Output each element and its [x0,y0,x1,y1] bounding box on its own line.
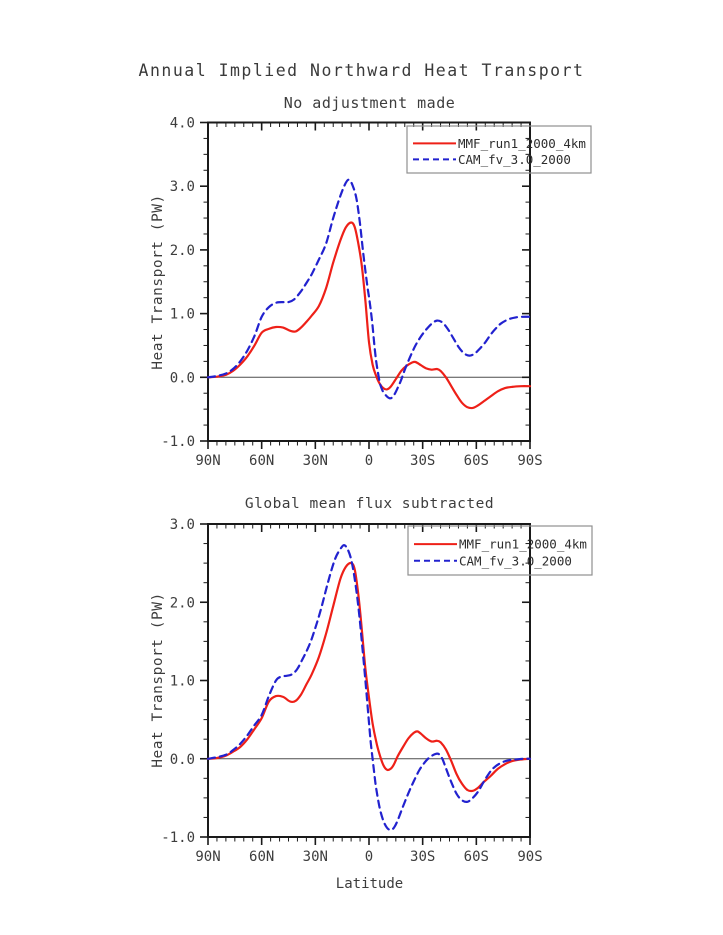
y-axis-tick-label: 2.0 [170,243,195,259]
x-axis-tick-label: 30S [410,453,435,469]
y-axis-tick-label: -1.0 [161,830,195,846]
y-axis-tick-label: 1.0 [170,307,195,323]
figure-title: Annual Implied Northward Heat Transport [138,61,585,80]
bottom-y-axis-label: Heat Transport (PW) [150,592,166,768]
x-axis-tick-label: 60N [249,453,274,469]
plot-frame [207,523,531,838]
y-axis-tick-label: 0.0 [170,370,195,386]
y-axis-tick-label: 4.0 [170,116,195,132]
x-axis-tick-label: 30N [303,453,328,469]
series-line-MMF_run1_2000_4km [206,221,532,410]
x-axis-tick-label: 30S [410,849,435,865]
series-line-CAM_fv_3.0_2000 [206,544,532,832]
series-line-MMF_run1_2000_4km [206,561,532,793]
bottom-plot-title: Global mean flux subtracted [244,496,495,512]
legend-label: CAM_fv_3.0_2000 [458,152,571,167]
x-axis-tick-label: 90N [195,849,220,865]
legend-box [406,125,592,174]
bottom-x-axis-label: Latitude [335,876,404,892]
x-axis-tick-label: 0 [365,849,373,865]
y-axis-tick-label: 3.0 [170,517,195,533]
x-axis-tick-label: 60N [249,849,274,865]
legend-box [407,525,593,576]
x-axis-tick-label: 0 [365,453,373,469]
x-axis-tick-label: 60S [464,453,489,469]
y-axis-tick-label: 0.0 [170,752,195,768]
top-y-axis-label: Heat Transport (PW) [150,194,166,370]
x-axis-tick-label: 90S [517,849,542,865]
x-axis-tick-label: 90N [195,453,220,469]
y-axis-tick-label: 2.0 [170,595,195,611]
legend-label: CAM_fv_3.0_2000 [459,553,572,568]
x-axis-tick-label: 60S [464,849,489,865]
x-axis-tick-label: 30N [303,849,328,865]
y-axis-tick-label: -1.0 [161,434,195,450]
y-axis-tick-label: 1.0 [170,674,195,690]
legend-label: MMF_run1_2000_4km [458,136,586,151]
y-axis-tick-label: 3.0 [170,179,195,195]
x-axis-tick-label: 90S [517,453,542,469]
legend-label: MMF_run1_2000_4km [459,537,587,552]
series-line-CAM_fv_3.0_2000 [206,178,532,400]
top-plot-title: No adjustment made [283,94,456,112]
plot-frame [207,121,531,442]
